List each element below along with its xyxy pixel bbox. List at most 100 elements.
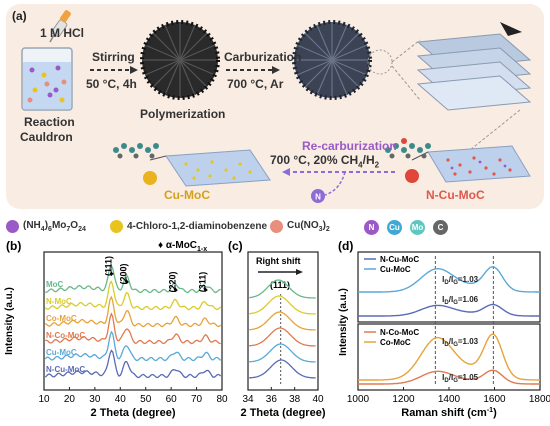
yellow-circle-icon: [110, 220, 123, 233]
legend-chloro-diaminobenzene: 4-Chloro-1,2-diaminobenzene: [110, 220, 267, 233]
peak-marker: ♦: [173, 285, 177, 294]
n-atom-icon: [311, 189, 325, 203]
panel-b-label: (b): [6, 239, 21, 253]
element-cu-icon: Cu: [387, 220, 402, 235]
peak-marker: ♦: [109, 269, 113, 278]
xrd-series-label: N-MoC: [46, 297, 72, 306]
panel-b-legend: ♦ α-MoC1-x: [158, 240, 207, 253]
element-n-icon: N: [364, 220, 379, 235]
panel-d-label: (d): [338, 239, 353, 253]
panel-c-tick-label: 38: [289, 394, 301, 405]
panel-c-tick-label: 36: [266, 394, 278, 405]
xrd-series-label: Cu-MoC: [46, 348, 77, 357]
panel-c-xlabel: 2 Theta (degree): [241, 407, 326, 419]
panel-b-tick-label: 10: [38, 394, 50, 405]
xrd-series-label: Co-MoC: [46, 314, 77, 323]
panel-b-tick-label: 40: [115, 394, 127, 405]
xrd-series-n-moc: [44, 280, 222, 311]
xrd-series-n-co-moc: [45, 312, 221, 345]
zoom-series-curve: [249, 311, 316, 331]
panel-c-frame: [247, 251, 319, 391]
raman-legend-label: Cu-MoC: [380, 265, 411, 274]
panel-c-annotation: Right shift: [256, 256, 301, 266]
peak-label-111: (111): [103, 256, 113, 276]
zoom-series-curve: [249, 279, 316, 299]
carburization-condition: 700 °C, Ar: [227, 77, 284, 91]
n-atom-label: N: [315, 193, 321, 202]
purple-circle-icon: [6, 220, 19, 233]
reaction-label: Reaction: [24, 115, 75, 129]
raman-ratio-bottom-2: ID/IG=1.05: [442, 373, 478, 384]
xrd-series-label: N-Cu-MoC: [46, 365, 85, 374]
peak-marker: ♦: [203, 285, 207, 294]
carburization-label: Carburization: [224, 50, 302, 64]
panel-d-tick-label: 1600: [483, 394, 506, 405]
raman-series-n-cu-moc: [358, 303, 540, 317]
element-legend: N Cu Mo C: [364, 220, 448, 235]
panel-a-label: (a): [12, 9, 27, 23]
precursor-legend: (NH4)6Mo7O24 4-Chloro-1,2-diaminobenzene…: [6, 220, 546, 238]
hcl-label: 1 M HCl: [40, 26, 85, 40]
peak-marker: ♦: [125, 277, 129, 286]
legend-ammonium-molybdate: (NH4)6Mo7O24: [6, 220, 86, 233]
zoom-series-curve: [249, 359, 316, 379]
panel-b-xlabel: 2 Theta (degree): [91, 407, 176, 419]
polymerization-label: Polymerization: [140, 107, 226, 121]
panel-b-frame: [43, 251, 223, 391]
xrd-series-moc: [45, 264, 221, 294]
xrd-series-cu-moc: [44, 330, 222, 362]
xrd-raman-charts: (b) 10 20 30 40 50 60 70 80 2 Theta (degree) Inten…: [4, 239, 550, 419]
panel-b-tick-label: 70: [191, 394, 203, 405]
peak-label-220: (220): [167, 271, 177, 292]
cu-moc-sheet: [113, 143, 271, 187]
right-shift-arrowhead: [296, 269, 303, 275]
panel-b-tick-label: 30: [89, 394, 101, 405]
panel-d-tick-label: 1000: [347, 394, 370, 405]
zoom-series-curve: [249, 327, 316, 347]
pink-circle-icon: [270, 220, 283, 233]
panel-d-tick-label: 1200: [392, 394, 415, 405]
raman-legend-label: Co-MoC: [380, 338, 411, 347]
panel-d-xlabel: Raman shift (cm-1): [401, 407, 497, 419]
panel-c-tick-label: 34: [242, 394, 254, 405]
panel-d-tick-label: 1800: [529, 394, 550, 405]
panel-b-tick-label: 50: [140, 394, 152, 405]
peak-label-311: (311): [197, 272, 207, 293]
panel-c-tick-label: 40: [312, 394, 324, 405]
raman-legend-label: N-Co-MoC: [380, 328, 419, 337]
legend-copper-nitrate: Cu(NO3)2: [270, 220, 330, 233]
polymer-sphere: [140, 20, 220, 100]
xrd-series-co-moc: [44, 295, 222, 328]
panel-b-tick-label: 80: [216, 394, 228, 405]
stirring-condition: 50 °C, 4h: [86, 77, 137, 91]
n-cu-moc-label: N-Cu-MoC: [426, 188, 485, 202]
panel-c-peak-label: (111): [270, 280, 290, 290]
peak-label-200: (200): [119, 263, 129, 284]
raman-ratio-top-1: ID/IG=1.03: [442, 275, 478, 286]
xrd-series-n-cu-moc: [44, 349, 222, 379]
n-cu-moc-sheet: [385, 138, 531, 183]
panel-d-tick-label: 1400: [438, 394, 461, 405]
element-c-icon: C: [433, 220, 448, 235]
raman-legend-label: N-Cu-MoC: [380, 255, 419, 264]
xrd-series-label: MoC: [46, 280, 64, 289]
beaker-icon: [21, 47, 73, 111]
panel-c-label: (c): [228, 239, 243, 253]
cu-moc-label: Cu-MoC: [164, 188, 210, 202]
recarb-label: Re-carburization: [302, 139, 397, 153]
panel-b-tick-label: 20: [64, 394, 76, 405]
stirring-label: Stirring: [92, 50, 135, 64]
panel-d-ylabel: Intensity (a.u.): [338, 288, 349, 356]
panel-b-ylabel: Intensity (a.u.): [4, 287, 15, 355]
carbide-sphere: [292, 20, 393, 100]
recarb-condition: 700 °C, 20% CH4/H2: [270, 153, 380, 170]
raman-ratio-bottom-1: ID/IG=1.03: [442, 337, 478, 348]
nanosheet-stack: [416, 22, 532, 111]
zoom-series-curve: [249, 343, 316, 363]
raman-series-cu-moc: [358, 266, 540, 293]
raman-ratio-top-2: ID/IG=1.06: [442, 295, 478, 306]
xrd-series-label: N-Co-MoC: [46, 331, 85, 340]
zoom-series-curve: [249, 295, 316, 315]
raman-series-co-moc: [358, 333, 540, 381]
scheme-graphics: N: [21, 10, 532, 203]
